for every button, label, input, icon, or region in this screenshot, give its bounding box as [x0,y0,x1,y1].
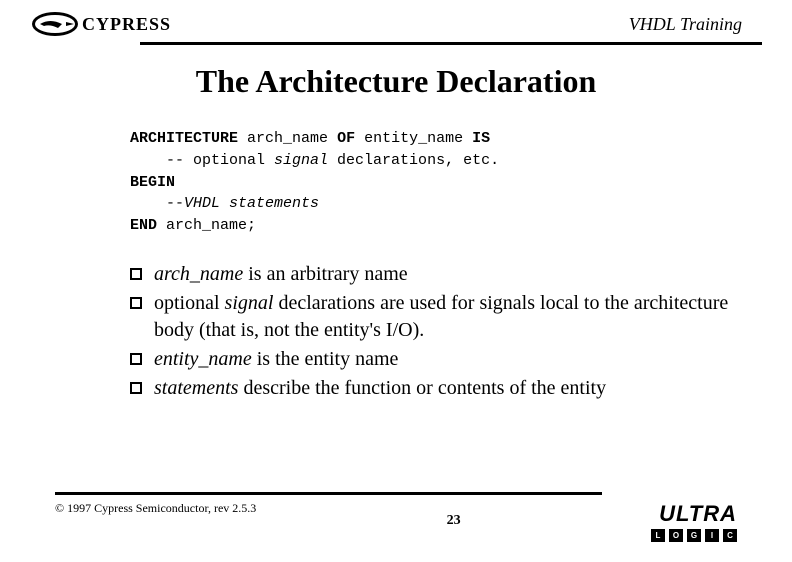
bullet-text: optional signal declarations are used fo… [154,290,742,344]
kw-is: IS [472,130,490,147]
header-title: VHDL Training [629,14,762,35]
bullet-item: statements describe the function or cont… [130,375,742,402]
footer: © 1997 Cypress Semiconductor, rev 2.5.3 … [0,492,792,542]
logic-boxes: L O G I C [651,529,737,542]
logo-area: CYPRESS [30,10,171,38]
code-text: -- optional [130,152,274,169]
bullet-text: arch_name is an arbitrary name [154,261,742,288]
kw-begin: BEGIN [130,174,175,191]
bullet-icon [130,382,142,394]
code-line-1: ARCHITECTURE arch_name OF entity_name IS [130,128,792,150]
code-text: arch_name [238,130,337,147]
bullet-em: arch_name [154,263,243,285]
code-line-3: BEGIN [130,172,792,194]
logic-letter: I [705,529,719,542]
copyright: © 1997 Cypress Semiconductor, rev 2.5.3 [55,501,256,516]
footer-row: © 1997 Cypress Semiconductor, rev 2.5.3 … [0,501,792,542]
kw-of: OF [337,130,355,147]
logic-letter: G [687,529,701,542]
cypress-logo-icon [30,10,80,38]
bullet-item: optional signal declarations are used fo… [130,290,742,344]
code-line-5: END arch_name; [130,215,792,237]
bullet-icon [130,353,142,365]
bullet-post: is the entity name [252,348,399,370]
header-rule [140,42,762,45]
bullet-em: statements [154,377,238,399]
logic-letter: C [723,529,737,542]
kw-end: END [130,217,157,234]
page-title: The Architecture Declaration [0,63,792,100]
page-number: 23 [447,513,461,529]
code-italic: VHDL statements [184,195,319,212]
code-italic: signal [274,152,328,169]
bullet-icon [130,268,142,280]
company-name: CYPRESS [82,14,171,35]
bullet-text: entity_name is the entity name [154,346,742,373]
bullet-post: describe the function or contents of the… [238,377,606,399]
code-line-2: -- optional signal declarations, etc. [130,150,792,172]
code-text: declarations, etc. [328,152,499,169]
bullet-pre: optional [154,292,225,314]
kw-architecture: ARCHITECTURE [130,130,238,147]
ultra-text: ULTRA [651,501,737,527]
code-text: -- [130,195,184,212]
bullet-em: entity_name [154,348,252,370]
code-line-4: --VHDL statements [130,193,792,215]
code-block: ARCHITECTURE arch_name OF entity_name IS… [130,128,792,237]
bullet-post: is an arbitrary name [243,263,407,285]
bullet-em: signal [225,292,274,314]
logic-letter: L [651,529,665,542]
bullet-icon [130,297,142,309]
bullet-item: entity_name is the entity name [130,346,742,373]
code-text: entity_name [355,130,472,147]
ultra-logo: ULTRA L O G I C [651,501,737,542]
bullet-text: statements describe the function or cont… [154,375,742,402]
bullet-item: arch_name is an arbitrary name [130,261,742,288]
bullet-list: arch_name is an arbitrary name optional … [130,261,742,402]
header: CYPRESS VHDL Training [0,0,792,38]
code-text: arch_name; [157,217,256,234]
logic-letter: O [669,529,683,542]
footer-rule [55,492,602,495]
